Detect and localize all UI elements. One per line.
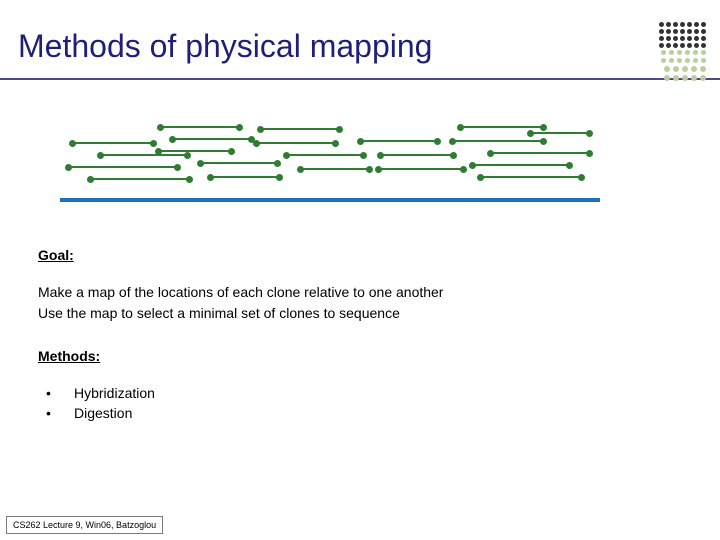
goal-line-1: Make a map of the locations of each clon… <box>38 283 678 302</box>
clone-segment <box>452 140 544 142</box>
clone-segment <box>360 140 438 142</box>
clone-segment <box>472 164 570 166</box>
slide-footer: CS262 Lecture 9, Win06, Batzoglou <box>6 516 163 534</box>
clone-diagram <box>60 118 600 208</box>
body-text: Goal: Make a map of the locations of eac… <box>38 246 678 425</box>
clone-segment <box>210 176 280 178</box>
clone-segment <box>490 152 590 154</box>
corner-dot-grid-icon <box>657 22 706 84</box>
clone-segment <box>160 126 240 128</box>
bullet-label: Hybridization <box>74 384 155 403</box>
methods-heading: Methods: <box>38 347 678 366</box>
goal-line-2: Use the map to select a minimal set of c… <box>38 304 678 323</box>
clone-segment <box>172 138 252 140</box>
clone-segment <box>158 150 232 152</box>
list-item: • Hybridization <box>46 384 678 403</box>
clone-segment <box>72 142 154 144</box>
clone-segment <box>380 154 454 156</box>
methods-bullets: • Hybridization • Digestion <box>46 384 678 424</box>
list-item: • Digestion <box>46 404 678 423</box>
slide-title: Methods of physical mapping <box>18 28 432 65</box>
bullet-icon: • <box>46 384 52 403</box>
clone-segment <box>68 166 178 168</box>
clone-segment <box>300 168 370 170</box>
clone-segment <box>286 154 364 156</box>
clone-segment <box>90 178 190 180</box>
clone-segment <box>480 176 582 178</box>
clone-segment <box>256 142 336 144</box>
goal-heading: Goal: <box>38 246 678 265</box>
clone-segment <box>378 168 464 170</box>
bullet-icon: • <box>46 404 52 423</box>
clone-segment <box>100 154 188 156</box>
genome-line <box>60 198 600 202</box>
bullet-label: Digestion <box>74 404 132 423</box>
clone-segment <box>460 126 544 128</box>
clone-segment <box>200 162 278 164</box>
title-underline <box>0 78 720 80</box>
clone-segment <box>530 132 590 134</box>
slide: Methods of physical mapping Goal: Make a… <box>0 0 720 540</box>
clone-segment <box>260 128 340 130</box>
